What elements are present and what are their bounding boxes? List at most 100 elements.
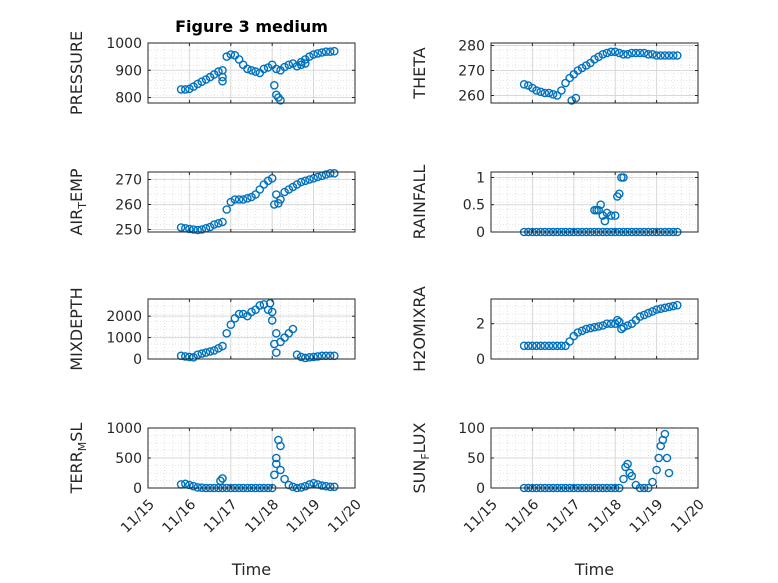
data-point xyxy=(596,200,606,209)
data-point xyxy=(571,93,581,103)
data-point xyxy=(309,50,318,59)
data-point xyxy=(185,352,194,362)
data-point xyxy=(519,341,529,351)
data-point xyxy=(631,48,641,58)
chart-title: Figure 3 medium xyxy=(175,17,328,36)
data-point xyxy=(673,51,682,60)
axes-box xyxy=(147,171,356,233)
data-point xyxy=(309,352,318,362)
data-point xyxy=(218,341,227,351)
data-point xyxy=(176,85,186,94)
data-point xyxy=(540,341,550,351)
plot-area xyxy=(148,172,355,232)
data-point xyxy=(284,60,294,70)
y-axis-label-subscript: T xyxy=(76,202,89,210)
data-point xyxy=(243,193,252,203)
y-tick-label: 500 xyxy=(115,451,142,467)
data-point xyxy=(274,198,283,208)
data-point xyxy=(540,88,550,98)
data-point xyxy=(214,67,223,76)
data-point xyxy=(317,48,327,57)
y-tick-label: 50 xyxy=(467,451,485,467)
data-point xyxy=(269,81,279,90)
data-point xyxy=(544,88,554,98)
data-point xyxy=(664,302,674,312)
data-point xyxy=(644,308,653,318)
y-axis-label: RAINFALL xyxy=(410,165,429,240)
data-point xyxy=(664,51,674,60)
data-point xyxy=(247,307,256,317)
data-point xyxy=(300,353,310,363)
data-point xyxy=(216,476,225,486)
y-tick-label: 0 xyxy=(133,352,142,368)
data-point xyxy=(519,80,529,89)
data-point xyxy=(325,168,335,178)
y-tick-label: 800 xyxy=(115,91,142,107)
data-point xyxy=(269,470,279,480)
data-point xyxy=(197,349,207,358)
data-point xyxy=(251,190,260,199)
data-point xyxy=(300,176,310,186)
y-tick-label: 0.5 xyxy=(463,198,485,214)
y-tick-label: 280 xyxy=(458,39,485,55)
y-tick-label: 2000 xyxy=(106,309,142,325)
data-point xyxy=(280,474,289,484)
data-point xyxy=(573,66,583,75)
subplot-5: 0 2 H2OMIXRA xyxy=(410,286,699,372)
data-point xyxy=(662,453,672,463)
y-tick-label: 1000 xyxy=(106,331,142,347)
data-point xyxy=(296,483,306,492)
data-point xyxy=(532,86,541,95)
y-axis-label: AIRTEMP xyxy=(67,168,89,235)
data-point xyxy=(222,328,231,338)
data-point xyxy=(325,482,335,492)
data-point xyxy=(226,320,236,330)
data-point xyxy=(234,195,244,204)
data-point xyxy=(234,309,244,319)
data-point xyxy=(623,50,632,59)
data-point xyxy=(201,348,211,357)
data-point xyxy=(590,322,599,332)
data-point xyxy=(648,477,657,487)
data-point xyxy=(619,474,628,484)
data-point xyxy=(627,471,637,481)
axes-box xyxy=(490,42,699,104)
data-point xyxy=(218,474,227,483)
data-point xyxy=(269,200,279,209)
y-tick-label: 270 xyxy=(458,64,485,80)
data-point xyxy=(613,315,622,325)
data-point xyxy=(265,298,275,308)
data-point xyxy=(243,64,252,74)
data-point xyxy=(606,211,616,220)
subplot-4: 0 1000 2000 MIXDEPTH xyxy=(67,287,356,371)
data-point xyxy=(557,86,566,95)
y-tick-label: 0 xyxy=(476,225,485,241)
data-point xyxy=(280,187,289,197)
data-point xyxy=(305,175,314,184)
y-axis-label-rest: EMP xyxy=(67,168,86,202)
data-point xyxy=(288,482,298,492)
data-point xyxy=(552,341,562,351)
data-point xyxy=(532,341,541,351)
data-point xyxy=(652,51,661,60)
data-point xyxy=(300,59,310,68)
y-tick-label: 2 xyxy=(476,317,485,333)
data-point xyxy=(255,185,265,194)
data-point xyxy=(280,62,289,72)
data-point xyxy=(660,303,670,313)
data-point xyxy=(288,324,298,334)
data-point xyxy=(617,324,626,334)
data-point xyxy=(185,84,194,94)
data-point xyxy=(209,346,219,355)
data-point xyxy=(635,312,645,321)
data-point xyxy=(524,341,533,351)
data-point xyxy=(615,48,624,58)
data-point xyxy=(602,48,612,58)
data-point xyxy=(313,172,323,182)
data-point xyxy=(276,465,285,475)
data-point xyxy=(193,225,202,235)
data-point xyxy=(594,205,603,215)
data-point xyxy=(660,429,670,439)
data-point xyxy=(218,72,227,82)
y-axis-label: PRESSURE xyxy=(67,31,86,115)
